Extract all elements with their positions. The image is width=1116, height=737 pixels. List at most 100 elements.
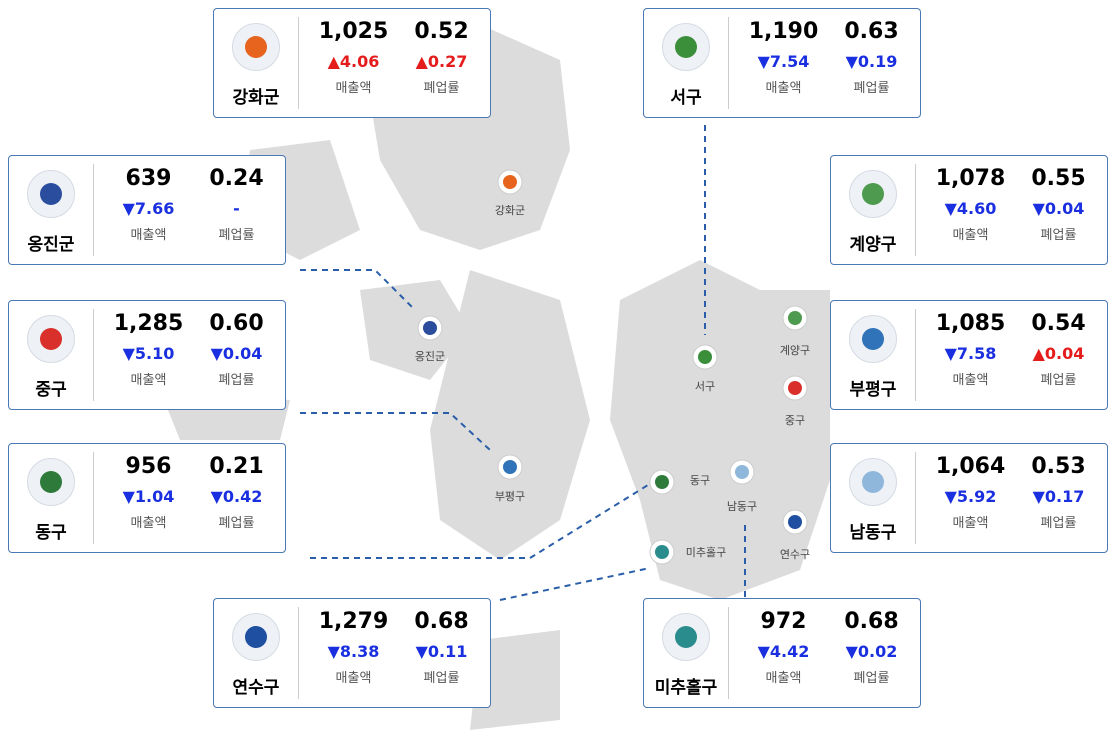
metric-change: ▼0.17 — [1032, 487, 1085, 506]
metric: 0.24 - 폐업률 — [189, 166, 284, 243]
land — [160, 20, 830, 730]
logo — [232, 23, 280, 71]
metric: 0.68 ▼0.11 폐업률 — [394, 609, 489, 686]
metric-change: ▲0.04 — [1032, 344, 1085, 363]
metric-change: ▲4.06 — [327, 52, 380, 71]
metric: 0.60 ▼0.04 폐업률 — [189, 311, 284, 388]
marker-dot — [788, 515, 802, 529]
metric: 0.53 ▼0.17 폐업률 — [1011, 454, 1106, 531]
metric-value: 1,085 — [935, 311, 1006, 336]
metric-value: 0.68 — [844, 609, 899, 634]
metric-label: 폐업률 — [423, 81, 460, 96]
metric: 1,078 ▼4.60 매출액 — [923, 166, 1018, 243]
metric-change: ▼4.42 — [757, 642, 810, 661]
district-name: 연수구 — [232, 678, 280, 698]
metric-label: 폐업률 — [1040, 373, 1077, 388]
divider — [298, 607, 299, 699]
metric: 1,085 ▼7.58 매출액 — [923, 311, 1018, 388]
divider — [915, 452, 916, 544]
metric-label: 매출액 — [952, 228, 989, 243]
district-name: 계양구 — [849, 235, 897, 255]
metric-value: 956 — [125, 454, 172, 479]
logo — [662, 23, 710, 71]
metric-label: 폐업률 — [1040, 228, 1077, 243]
metric-label: 매출액 — [130, 373, 167, 388]
metric: 1,190 ▼7.54 매출액 — [736, 19, 831, 96]
metric-label: 폐업률 — [218, 373, 255, 388]
district-card: 옹진군 639 ▼7.66 매출액 0.24 - 폐업률 — [8, 155, 286, 265]
metric-change: ▼4.60 — [944, 199, 997, 218]
map-label: 강화군 — [495, 204, 525, 217]
metric-change: ▼1.04 — [122, 487, 175, 506]
map-label: 연수구 — [780, 548, 810, 561]
logo — [27, 170, 75, 218]
district-card: 중구 1,285 ▼5.10 매출액 0.60 ▼0.04 폐업률 — [8, 300, 286, 410]
district-card: 동구 956 ▼1.04 매출액 0.21 ▼0.42 폐업률 — [8, 443, 286, 553]
logo — [849, 458, 897, 506]
district-card: 강화군 1,025 ▲4.06 매출액 0.52 ▲0.27 폐업률 — [213, 8, 491, 118]
marker-dot — [655, 475, 669, 489]
marker-dot — [503, 175, 517, 189]
metric-value: 0.52 — [414, 19, 469, 44]
metric-label: 폐업률 — [853, 671, 890, 686]
metric: 1,064 ▼5.92 매출액 — [923, 454, 1018, 531]
metric-change: ▼7.58 — [944, 344, 997, 363]
metric-value: 1,279 — [318, 609, 389, 634]
map-label: 부평구 — [495, 490, 525, 503]
district-name: 동구 — [35, 523, 67, 543]
logo — [27, 315, 75, 363]
metric-change: ▼0.04 — [210, 344, 263, 363]
metric-label: 폐업률 — [218, 228, 255, 243]
divider — [93, 164, 94, 256]
map-label: 계양구 — [780, 344, 810, 357]
metric: 0.68 ▼0.02 폐업률 — [824, 609, 919, 686]
district-card: 계양구 1,078 ▼4.60 매출액 0.55 ▼0.04 폐업률 — [830, 155, 1108, 265]
metric-label: 매출액 — [765, 671, 802, 686]
logo — [232, 613, 280, 661]
metric-change: ▼8.38 — [327, 642, 380, 661]
metric: 956 ▼1.04 매출액 — [101, 454, 196, 531]
metric-label: 매출액 — [765, 81, 802, 96]
map-label: 서구 — [695, 380, 715, 393]
metric: 1,285 ▼5.10 매출액 — [101, 311, 196, 388]
metric-label: 매출액 — [130, 228, 167, 243]
district-name: 부평구 — [849, 380, 897, 400]
divider — [93, 309, 94, 401]
metric-value: 1,064 — [935, 454, 1006, 479]
divider — [93, 452, 94, 544]
metric-value: 639 — [125, 166, 172, 191]
metric-value: 0.53 — [1031, 454, 1086, 479]
metric: 639 ▼7.66 매출액 — [101, 166, 196, 243]
metric-change: ▼5.92 — [944, 487, 997, 506]
marker-dot — [503, 460, 517, 474]
metric-value: 1,078 — [935, 166, 1006, 191]
divider — [728, 607, 729, 699]
metric-value: 972 — [760, 609, 807, 634]
map-label: 옹진군 — [415, 350, 445, 363]
district-card: 서구 1,190 ▼7.54 매출액 0.63 ▼0.19 폐업률 — [643, 8, 921, 118]
map-label: 동구 — [690, 474, 710, 487]
metric-change: - — [233, 199, 240, 218]
metric-change: ▼0.04 — [1032, 199, 1085, 218]
metric-label: 매출액 — [335, 671, 372, 686]
metric: 0.63 ▼0.19 폐업률 — [824, 19, 919, 96]
metric-value: 0.54 — [1031, 311, 1086, 336]
metric: 0.52 ▲0.27 폐업률 — [394, 19, 489, 96]
metric-label: 폐업률 — [423, 671, 460, 686]
district-name: 서구 — [670, 88, 702, 108]
metric-change: ▼7.54 — [757, 52, 810, 71]
metric-label: 폐업률 — [853, 81, 890, 96]
divider — [728, 17, 729, 109]
metric-label: 매출액 — [952, 516, 989, 531]
metric-change: ▼0.02 — [845, 642, 898, 661]
metric-change: ▼0.19 — [845, 52, 898, 71]
metric-value: 0.24 — [209, 166, 264, 191]
metric-value: 0.60 — [209, 311, 264, 336]
metric-value: 0.68 — [414, 609, 469, 634]
metric: 1,279 ▼8.38 매출액 — [306, 609, 401, 686]
metric-value: 0.63 — [844, 19, 899, 44]
metric: 1,025 ▲4.06 매출액 — [306, 19, 401, 96]
map-label: 남동구 — [727, 500, 757, 513]
